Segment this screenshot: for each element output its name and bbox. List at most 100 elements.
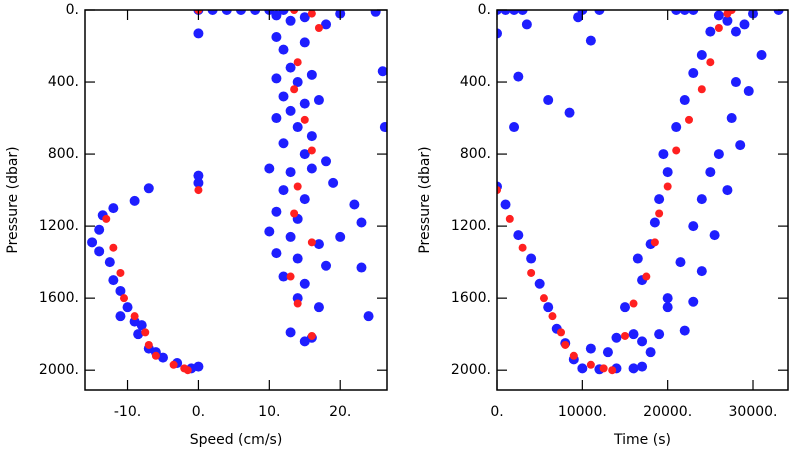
data-point — [143, 183, 154, 194]
data-point — [608, 366, 617, 375]
x-tick-label: 0. — [490, 404, 503, 420]
y-tick-label: 800. — [460, 146, 491, 162]
data-point — [518, 243, 527, 252]
data-point — [727, 10, 736, 14]
data-point — [115, 311, 126, 322]
data-point — [735, 140, 746, 151]
data-point — [194, 186, 203, 195]
data-point — [94, 224, 105, 235]
data-point — [521, 19, 532, 30]
data-point — [133, 329, 144, 340]
data-point — [713, 149, 724, 160]
data-point — [509, 10, 520, 15]
data-point — [278, 44, 289, 55]
data-point — [335, 231, 346, 242]
data-point — [87, 237, 98, 248]
data-point — [292, 122, 303, 133]
data-point — [696, 50, 707, 61]
data-point — [650, 238, 659, 247]
data-point — [672, 146, 681, 155]
data-point — [321, 156, 332, 167]
data-point — [141, 328, 150, 337]
y-tick-label: 1200. — [39, 218, 79, 234]
data-point — [271, 32, 282, 43]
data-point — [313, 302, 324, 313]
data-point — [307, 10, 316, 18]
data-point — [577, 363, 588, 374]
data-point — [500, 10, 511, 15]
data-point — [356, 217, 367, 228]
data-point — [108, 203, 119, 214]
data-point — [104, 257, 115, 268]
data-point — [278, 138, 289, 149]
data-point — [743, 86, 754, 97]
data-point — [621, 331, 630, 340]
data-point — [722, 185, 733, 196]
data-point — [278, 91, 289, 102]
data-point — [377, 66, 387, 77]
y-tick-label: 1600. — [451, 290, 491, 306]
data-point — [696, 194, 707, 205]
data-point — [285, 15, 296, 26]
y-axis-title: Pressure (dbar) — [417, 146, 433, 253]
data-point — [509, 122, 520, 133]
data-point — [637, 336, 648, 347]
data-point — [193, 361, 204, 372]
data-point — [109, 243, 118, 252]
data-point — [306, 163, 317, 174]
data-point — [271, 113, 282, 124]
plot-frame — [496, 9, 789, 391]
data-point — [679, 325, 690, 336]
plot-area — [87, 10, 387, 375]
data-point — [548, 312, 557, 321]
y-tick-label: 2000. — [451, 362, 491, 378]
x-tick-label: 20. — [329, 404, 351, 420]
x-tick-label: 10. — [258, 404, 280, 420]
data-point — [632, 253, 643, 264]
data-point — [119, 294, 128, 303]
data-point — [307, 238, 316, 247]
data-point — [264, 163, 275, 174]
data-point — [709, 230, 720, 241]
data-point — [306, 69, 317, 80]
data-point — [654, 329, 665, 340]
data-point — [307, 146, 316, 155]
y-tick-label: 400. — [460, 74, 491, 90]
y-tick-label: 1200. — [451, 218, 491, 234]
x-tick-label: 10000. — [558, 404, 607, 420]
y-tick-label: 1600. — [39, 290, 79, 306]
data-point — [293, 182, 302, 191]
data-point — [328, 177, 339, 188]
data-point — [151, 351, 160, 360]
data-point — [144, 340, 153, 349]
data-point — [714, 24, 723, 33]
data-point — [136, 320, 147, 331]
data-point — [108, 275, 119, 286]
y-tick-label: 400. — [48, 74, 79, 90]
data-point — [379, 122, 387, 133]
x-tick-label: 20000. — [643, 404, 692, 420]
data-point — [658, 149, 669, 160]
data-point — [726, 113, 737, 124]
data-point — [193, 28, 204, 39]
data-point — [285, 327, 296, 338]
data-point — [193, 170, 204, 181]
data-point — [688, 296, 699, 307]
y-axis-title: Pressure (dbar) — [5, 146, 21, 253]
data-point — [662, 167, 673, 178]
data-point — [526, 253, 537, 264]
data-point — [602, 347, 613, 358]
data-point — [513, 71, 524, 82]
data-point — [169, 360, 178, 369]
data-point — [321, 19, 332, 30]
data-point — [599, 364, 608, 373]
data-point — [370, 10, 381, 17]
data-point — [116, 268, 125, 277]
plot-area — [497, 10, 784, 375]
data-point — [756, 50, 767, 61]
data-point — [539, 294, 548, 303]
data-point — [585, 343, 596, 354]
data-point — [313, 95, 324, 106]
data-point — [235, 10, 246, 15]
